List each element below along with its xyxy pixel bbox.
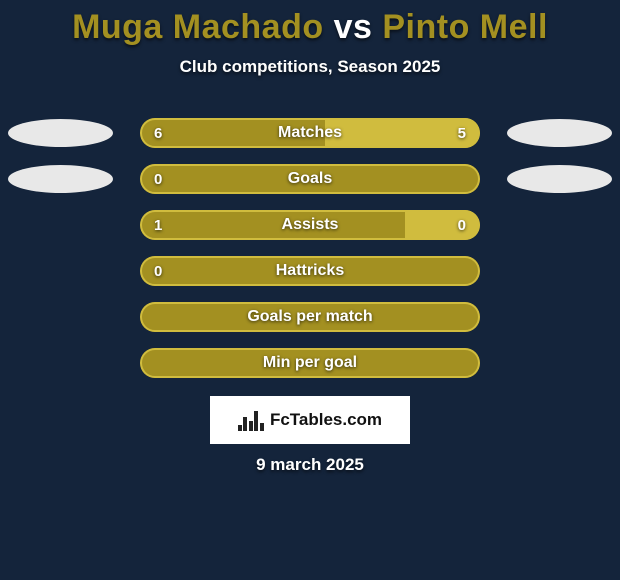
player1-fill [140, 302, 480, 332]
player2-avatar [507, 165, 612, 193]
watermark: FcTables.com [210, 396, 410, 444]
player2-fill [405, 210, 480, 240]
title-player2: Pinto Mell [382, 8, 548, 46]
stat-bar: Matches65 [140, 118, 480, 148]
subtitle: Club competitions, Season 2025 [0, 57, 620, 77]
player1-fill [140, 118, 325, 148]
stat-row: Min per goal [0, 348, 620, 378]
player1-avatar [8, 119, 113, 147]
stat-bar: Goals per match [140, 302, 480, 332]
player2-avatar [507, 119, 612, 147]
stat-bar: Hattricks0 [140, 256, 480, 286]
page-title: Muga Machado vs Pinto Mell [0, 0, 620, 47]
title-vs: vs [334, 8, 373, 46]
stat-bar: Min per goal [140, 348, 480, 378]
player1-fill [140, 164, 480, 194]
stat-row: Goals per match [0, 302, 620, 332]
player1-avatar [8, 165, 113, 193]
date-label: 9 march 2025 [0, 455, 620, 475]
player1-fill [140, 210, 405, 240]
watermark-text: FcTables.com [270, 410, 382, 430]
stat-row: Assists10 [0, 210, 620, 240]
player2-fill [325, 118, 480, 148]
stat-row: Matches65 [0, 118, 620, 148]
title-player1: Muga Machado [72, 8, 324, 46]
comparison-chart: Matches65 Goals0 Assists10 Hattricks0 Goals … [0, 118, 620, 394]
stat-row: Goals0 [0, 164, 620, 194]
player1-fill [140, 256, 480, 286]
stat-bar: Assists10 [140, 210, 480, 240]
stat-row: Hattricks0 [0, 256, 620, 286]
stat-bar: Goals0 [140, 164, 480, 194]
player1-fill [140, 348, 480, 378]
fctables-icon [238, 409, 264, 431]
